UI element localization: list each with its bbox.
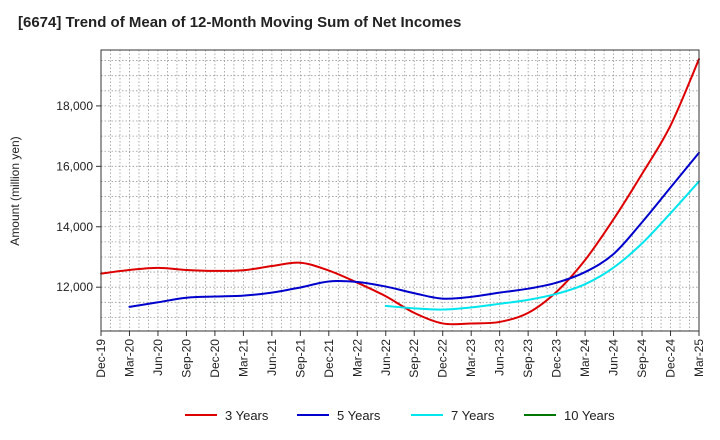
x-tick-label: Sep-23 [521,339,535,378]
series-line-3-years [100,58,700,326]
x-tick-label: Jun-21 [265,339,279,376]
series-line-7-years [384,180,700,311]
x-tick-label: Dec-24 [664,339,678,378]
legend-label: 10 Years [564,408,615,423]
x-tick-label: Mar-23 [464,339,478,377]
y-tick-label: 12,000 [56,280,93,294]
x-tick-label: Sep-21 [293,339,307,378]
legend-label: 3 Years [225,408,269,423]
series-line-5-years [128,151,700,308]
grid-lines [100,50,700,331]
legend-label: 7 Years [451,408,495,423]
x-axis-ticks: Dec-19 Mar-20 Jun-20 Sep-20 Dec-20 Mar-21 Jun-… [94,331,706,378]
x-tick-label: Mar-20 [122,339,136,377]
chart-title: [6674] Trend of Mean of 12-Month Moving … [18,14,462,31]
x-tick-label: Mar-25 [692,339,706,377]
x-tick-label: Sep-24 [635,339,649,378]
x-tick-label: Sep-20 [179,339,193,378]
x-tick-label: Dec-19 [94,339,108,378]
x-tick-label: Mar-22 [350,339,364,377]
x-tick-label: Jun-24 [607,339,621,376]
legend: 3 Years 5 Years 7 Years 10 Years [185,408,615,423]
y-tick-label: 18,000 [56,99,93,113]
x-tick-label: Jun-20 [151,339,165,376]
plot-area-frame [100,49,700,332]
x-tick-label: Jun-22 [379,339,393,376]
x-tick-label: Mar-24 [578,339,592,377]
legend-label: 5 Years [337,408,381,423]
x-tick-label: Dec-21 [322,339,336,378]
x-tick-label: Jun-23 [493,339,507,376]
x-tick-label: Mar-21 [236,339,250,377]
x-tick-label: Dec-22 [436,339,450,378]
series-lines [100,58,700,326]
y-axis-label: Amount (million yen) [8,136,22,245]
y-tick-label: 16,000 [56,159,93,173]
x-tick-label: Sep-22 [407,339,421,378]
x-tick-label: Dec-23 [550,339,564,378]
x-tick-label: Dec-20 [208,339,222,378]
y-tick-label: 14,000 [56,220,93,234]
y-axis-ticks: 12,000 14,000 16,000 18,000 [56,99,101,294]
